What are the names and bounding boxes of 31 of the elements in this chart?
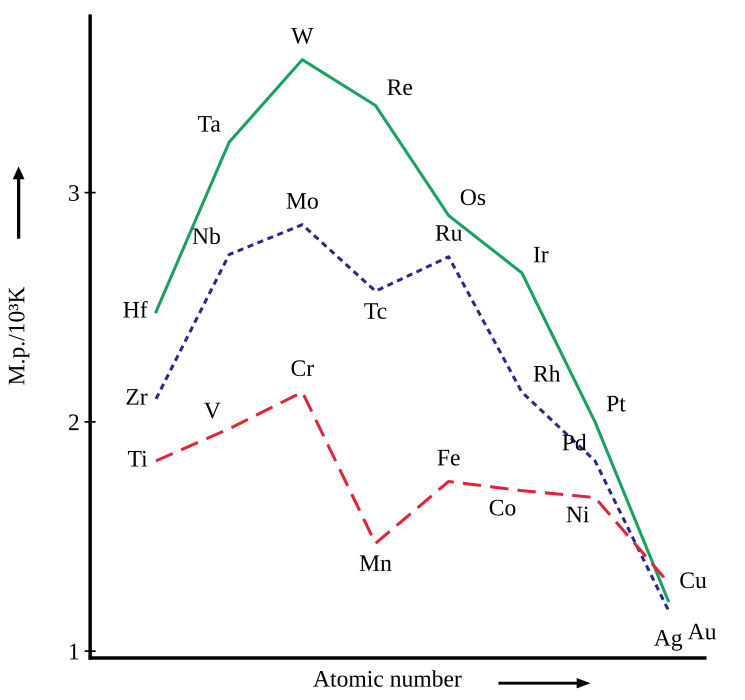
data-label: Os <box>460 189 486 206</box>
data-label: Fe <box>438 450 460 466</box>
data-label: Hf <box>123 300 148 318</box>
data-label: Pt <box>606 396 626 412</box>
data-label: Ti <box>128 450 148 467</box>
data-label: Cr <box>292 360 314 376</box>
data-label: Ag <box>654 630 682 651</box>
data-label: Au <box>688 624 716 640</box>
x-axis-title: Atomic number <box>313 670 462 687</box>
data-label: Cu <box>680 572 706 588</box>
data-label: Mn <box>360 555 392 571</box>
data-label: Ni <box>566 506 590 522</box>
data-label: Re <box>387 79 412 96</box>
data-label: Mo <box>286 193 318 209</box>
y-tick-label: 1 <box>70 644 78 660</box>
data-label: Rh <box>534 365 560 382</box>
y-axis-title: M.p./10³K <box>8 286 30 385</box>
line-series <box>154 58 670 602</box>
data-label: Ir <box>534 246 548 262</box>
y-tick-label: 2 <box>68 414 78 430</box>
data-label: Zr <box>126 389 148 405</box>
data-label: Nb <box>192 228 220 244</box>
data-label: W <box>291 28 314 44</box>
data-label: Tc <box>364 303 386 319</box>
data-label: Co <box>490 500 516 516</box>
line-series <box>154 223 670 612</box>
data-label: Ta <box>198 116 221 132</box>
data-label: Pd <box>562 434 586 450</box>
data-label: V <box>204 402 221 419</box>
data-label: Ru <box>436 225 462 241</box>
y-tick-label: 3 <box>69 185 79 202</box>
